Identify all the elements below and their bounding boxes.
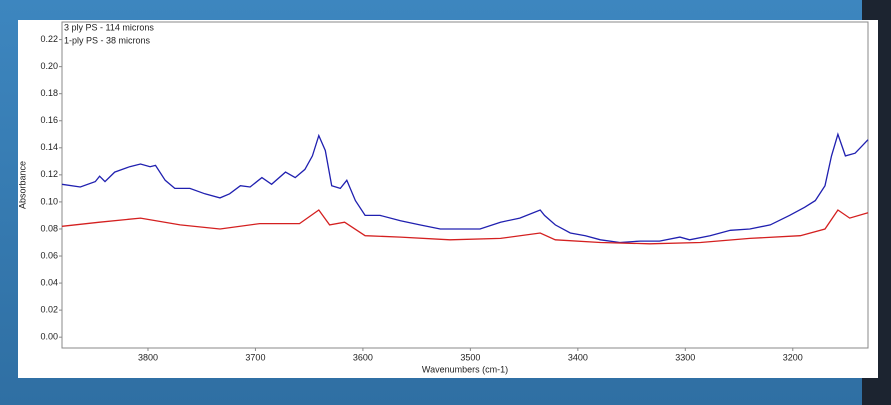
chart-panel: [18, 20, 878, 378]
data-line: [61, 209, 869, 245]
x-tick-label: 3300: [675, 352, 695, 362]
x-tick-label: 3400: [568, 352, 588, 362]
y-tick-label: 0.12: [40, 169, 58, 179]
data-line: [61, 132, 869, 244]
y-tick-label: 0.08: [40, 223, 58, 233]
y-tick-label: 0.14: [40, 142, 58, 152]
legend-label: 3 ply PS - 114 microns: [64, 22, 154, 32]
y-tick-label: 0.02: [40, 304, 58, 314]
legend-label: 1-ply PS - 38 microns: [64, 35, 151, 45]
y-tick-label: 0.10: [40, 196, 58, 206]
y-tick-label: 0.16: [40, 115, 58, 125]
x-tick-label: 3500: [460, 352, 480, 362]
y-tick-label: 0.06: [40, 250, 58, 260]
y-tick-label: 0.20: [40, 61, 58, 71]
x-axis-label: Wavenumbers (cm-1): [422, 364, 508, 374]
y-tick-label: 0.22: [40, 34, 58, 44]
x-tick-label: 3600: [353, 352, 373, 362]
y-axis-label: Absorbance: [17, 161, 27, 209]
plot-frame: [61, 21, 869, 349]
y-tick-label: 0.04: [40, 277, 58, 287]
x-tick-label: 3200: [783, 352, 803, 362]
x-tick-label: 3700: [245, 352, 265, 362]
y-tick-label: 0.00: [40, 332, 58, 342]
x-tick-label: 3800: [138, 352, 158, 362]
y-tick-label: 0.18: [40, 88, 58, 98]
